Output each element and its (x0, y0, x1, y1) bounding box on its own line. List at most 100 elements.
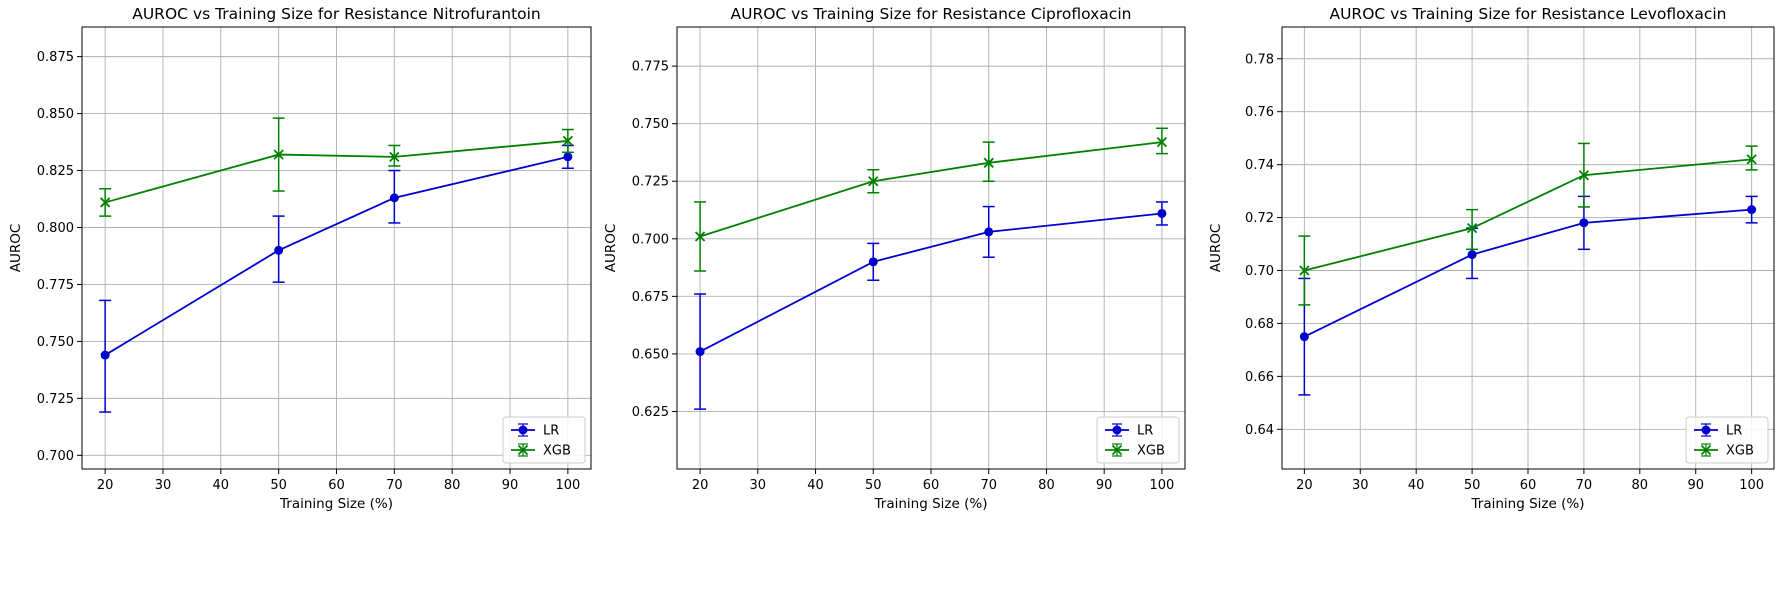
chart-title: AUROC vs Training Size for Resistance Le… (1329, 5, 1726, 23)
legend-label: LR (1726, 424, 1742, 439)
data-point (273, 149, 284, 160)
x-tick-label: 70 (980, 478, 997, 493)
axes-frame (676, 26, 1186, 470)
data-point (868, 176, 879, 187)
legend-entry-xgb: XGB (1694, 443, 1754, 459)
legend-label: LR (1137, 424, 1153, 439)
chart-panel-2: 20 30 40 50 60 70 80 90 100 0.625 0.650 0.675 0.700 0… (603, 5, 1186, 512)
y-tick-label: 0.68 (1245, 317, 1274, 332)
data-point (1747, 205, 1757, 215)
y-tick-label: 0.750 (37, 335, 74, 350)
x-tick-label: 20 (692, 478, 709, 493)
x-tick-label: 70 (386, 478, 403, 493)
data-point (868, 257, 878, 267)
y-tick-label: 0.74 (1245, 158, 1274, 173)
legend: LR XGB (502, 416, 586, 464)
y-tick-label: 0.875 (37, 50, 74, 65)
series-xgb (99, 117, 574, 217)
y-tick-label: 0.64 (1245, 423, 1274, 438)
x-tick-label: 80 (1632, 478, 1649, 493)
x-tick-label: 100 (555, 478, 580, 493)
data-point (1299, 332, 1309, 342)
x-tick-label: 100 (1739, 478, 1764, 493)
x-tick-label: 90 (1096, 478, 1113, 493)
chart-title: AUROC vs Training Size for Resistance Ni… (132, 5, 541, 23)
series-line (104, 155, 569, 356)
legend-label: XGB (1137, 444, 1165, 459)
y-tick-label: 0.850 (37, 107, 74, 122)
y-tick-label: 0.775 (632, 60, 669, 75)
data-point (1467, 250, 1477, 260)
x-tick-label: 90 (502, 478, 519, 493)
data-point (1299, 265, 1310, 276)
x-tick-label: 30 (155, 478, 172, 493)
chart-panel-1: 20 30 40 50 60 70 80 90 100 0.700 0.725 0.750 0.775 0… (8, 5, 592, 512)
x-axis-label: Training Size (%) (1471, 496, 1585, 512)
series-line (1304, 158, 1752, 272)
legend-label: XGB (543, 444, 571, 459)
data-point (1157, 208, 1167, 218)
y-tick-label: 0.70 (1245, 264, 1274, 279)
series-line (699, 141, 1163, 238)
data-point (983, 157, 994, 168)
y-tick-label: 0.625 (632, 405, 669, 420)
y-tick-label: 0.725 (37, 392, 74, 407)
x-tick-label: 60 (923, 478, 940, 493)
data-point (695, 347, 705, 357)
x-tick-label: 40 (807, 478, 824, 493)
data-point (694, 231, 706, 242)
legend-label: XGB (1726, 444, 1754, 459)
data-point (984, 227, 994, 237)
data-point (1466, 223, 1478, 234)
data-point (563, 152, 573, 162)
x-axis-label: Training Size (%) (874, 496, 988, 512)
axes-frame (1281, 26, 1775, 470)
x-tick-label: 20 (97, 478, 114, 493)
data-point (1746, 154, 1757, 165)
data-point (1156, 136, 1168, 148)
x-tick-label: 100 (1149, 478, 1174, 493)
y-tick-label: 0.700 (632, 232, 669, 247)
x-tick-label: 90 (1687, 478, 1704, 493)
x-tick-label: 70 (1576, 478, 1593, 493)
y-tick-label: 0.800 (37, 221, 74, 236)
y-axis-label: AUROC (8, 224, 24, 273)
x-tick-label: 40 (1408, 478, 1425, 493)
data-point (274, 245, 284, 255)
data-point (562, 135, 574, 147)
series-lr (1298, 195, 1758, 396)
y-tick-label: 0.675 (632, 290, 669, 305)
y-tick-label: 0.78 (1245, 52, 1274, 67)
x-tick-label: 50 (270, 478, 287, 493)
x-tick-label: 30 (1352, 478, 1369, 493)
x-axis-label: Training Size (%) (279, 496, 393, 512)
x-tick-label: 60 (328, 478, 345, 493)
y-tick-label: 0.76 (1245, 105, 1274, 120)
legend-entry-lr: LR (1694, 423, 1742, 439)
y-tick-label: 0.66 (1245, 370, 1274, 385)
data-point (1578, 170, 1590, 181)
legend-label: LR (543, 424, 559, 439)
chart-title: AUROC vs Training Size for Resistance Ci… (731, 5, 1132, 23)
legend: LR XGB (1096, 416, 1180, 464)
y-tick-label: 0.650 (632, 347, 669, 362)
x-tick-label: 80 (1038, 478, 1055, 493)
x-tick-label: 60 (1520, 478, 1537, 493)
y-tick-label: 0.775 (37, 278, 74, 293)
legend-entry-lr: LR (1105, 423, 1153, 439)
series-line (699, 212, 1163, 353)
axes-frame (81, 26, 592, 470)
chart-panel-3: 20 30 40 50 60 70 80 90 100 0.64 0.66 0.68 0.70 0.72 0… (1208, 5, 1775, 512)
series-line (1303, 208, 1752, 338)
x-tick-label: 50 (865, 478, 882, 493)
data-point (1579, 218, 1589, 228)
x-tick-label: 50 (1464, 478, 1481, 493)
y-axis-label: AUROC (603, 224, 619, 273)
data-point (389, 151, 400, 163)
series-xgb (694, 127, 1168, 272)
data-point (100, 350, 110, 360)
x-tick-label: 30 (750, 478, 767, 493)
x-tick-label: 20 (1296, 478, 1313, 493)
series-lr (694, 201, 1168, 410)
